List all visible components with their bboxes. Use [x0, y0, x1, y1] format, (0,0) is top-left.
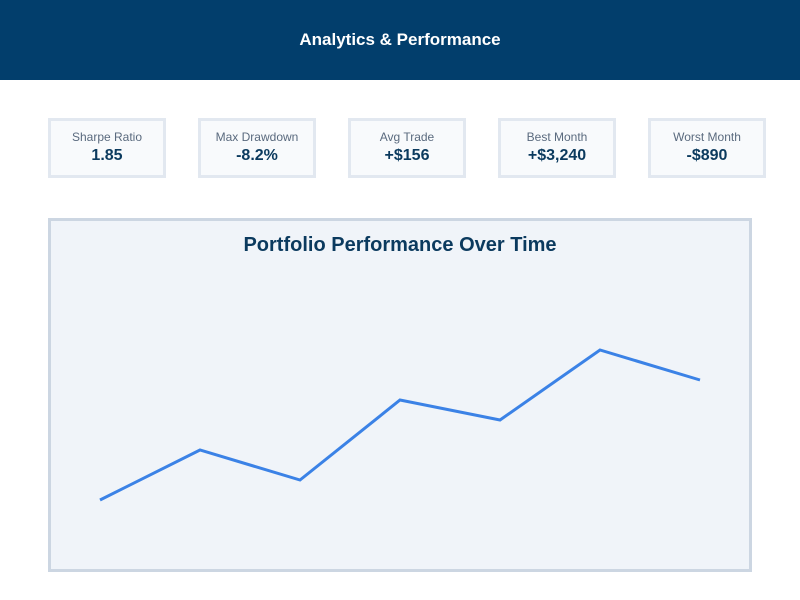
metric-value: +$156 — [384, 147, 430, 164]
page-title: Analytics & Performance — [299, 30, 501, 49]
metric-card-sharpe-ratio: Sharpe Ratio 1.85 — [48, 118, 166, 178]
metric-label: Sharpe Ratio — [71, 130, 143, 144]
metric-value: +$3,240 — [527, 147, 587, 164]
metric-value: 1.85 — [91, 147, 123, 164]
metrics-row: Sharpe Ratio 1.85 Max Drawdown -8.2% Avg… — [48, 118, 772, 182]
metric-card-best-month: Best Month +$3,240 — [498, 118, 616, 178]
metric-card-max-drawdown: Max Drawdown -8.2% — [198, 118, 316, 178]
header-bar: Analytics & Performance — [0, 0, 800, 80]
chart-panel: Portfolio Performance Over Time — [48, 218, 752, 572]
metric-value: -$890 — [686, 147, 728, 164]
metric-label: Avg Trade — [379, 130, 435, 144]
performance-line — [99, 348, 701, 502]
metric-card-avg-trade: Avg Trade +$156 — [348, 118, 466, 178]
metric-card-worst-month: Worst Month -$890 — [648, 118, 766, 178]
chart-title: Portfolio Performance Over Time — [243, 234, 557, 256]
metric-label: Max Drawdown — [215, 130, 299, 144]
metric-label: Best Month — [526, 130, 588, 144]
metric-value: -8.2% — [236, 147, 278, 164]
metric-label: Worst Month — [673, 130, 741, 144]
